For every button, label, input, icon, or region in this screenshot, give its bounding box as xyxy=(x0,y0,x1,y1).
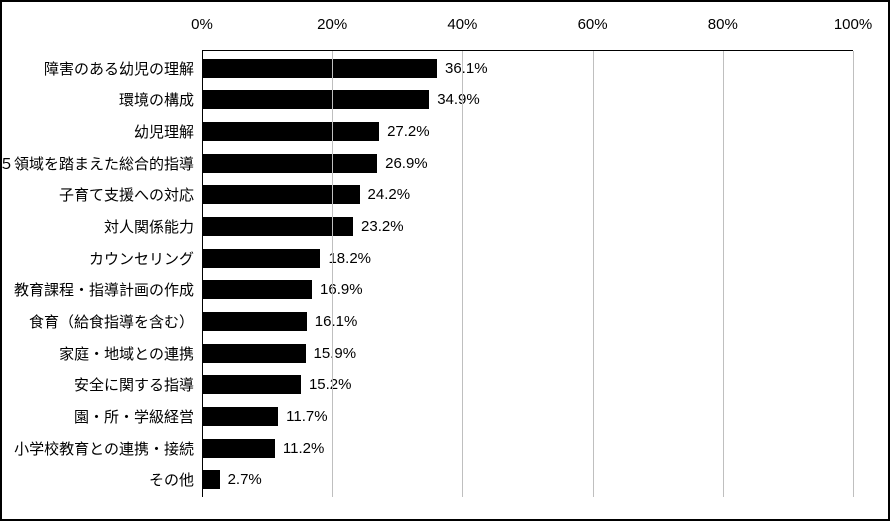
bar xyxy=(202,344,306,363)
bar-row: カウンセリング18.2% xyxy=(202,247,853,269)
x-axis-tick-label: 100% xyxy=(834,16,872,33)
category-label: 小学校教育との連携・接続 xyxy=(14,438,194,459)
bar xyxy=(202,122,379,141)
bar-row: 幼児理解27.2% xyxy=(202,120,853,142)
bar-row: 安全に関する指導15.2% xyxy=(202,374,853,396)
value-label: 34.9% xyxy=(437,91,480,108)
bar xyxy=(202,407,278,426)
category-label: 幼児理解 xyxy=(134,121,194,142)
bar-row: 家庭・地域との連携15.9% xyxy=(202,342,853,364)
category-label: ５領域を踏まえた総合的指導 xyxy=(0,153,194,174)
bar-row: 環境の構成34.9% xyxy=(202,89,853,111)
value-label: 16.9% xyxy=(320,281,363,298)
value-label: 15.2% xyxy=(309,376,352,393)
bar xyxy=(202,59,437,78)
gridline xyxy=(202,51,203,497)
gridline xyxy=(853,51,854,497)
plot-area: 障害のある幼児の理解36.1% 環境の構成34.9% 幼児理解27.2% ５領域を踏ま… xyxy=(202,50,853,497)
x-axis-tick-label: 20% xyxy=(317,16,347,33)
bar-row: 対人関係能力23.2% xyxy=(202,215,853,237)
value-label: 24.2% xyxy=(368,186,411,203)
value-label: 23.2% xyxy=(361,218,404,235)
bar xyxy=(202,217,353,236)
value-label: 11.7% xyxy=(286,408,327,425)
value-label: 26.9% xyxy=(385,155,428,172)
bar-row: 教育課程・指導計画の作成16.9% xyxy=(202,279,853,301)
category-label: 対人関係能力 xyxy=(104,216,194,237)
value-label: 2.7% xyxy=(228,471,262,488)
bar-row: 障害のある幼児の理解36.1% xyxy=(202,57,853,79)
bar-row: ５領域を踏まえた総合的指導26.9% xyxy=(202,152,853,174)
x-axis-tick-label: 40% xyxy=(447,16,477,33)
gridline xyxy=(593,51,594,497)
x-axis: 0%20%40%60%80%100% xyxy=(202,16,853,50)
category-label: 障害のある幼児の理解 xyxy=(44,58,194,79)
x-axis-tick-label: 0% xyxy=(191,16,213,33)
bar-row: 子育て支援への対応24.2% xyxy=(202,184,853,206)
value-label: 16.1% xyxy=(315,313,358,330)
category-label: カウンセリング xyxy=(89,248,194,269)
gridline xyxy=(462,51,463,497)
category-label: 安全に関する指導 xyxy=(74,374,194,395)
bar xyxy=(202,375,301,394)
value-label: 15.9% xyxy=(314,345,357,362)
bar xyxy=(202,312,307,331)
bar xyxy=(202,185,360,204)
bar xyxy=(202,280,312,299)
value-label: 36.1% xyxy=(445,60,488,77)
gridline xyxy=(723,51,724,497)
bar xyxy=(202,249,320,268)
bar-row: 園・所・学級経営11.7% xyxy=(202,406,853,428)
value-label: 18.2% xyxy=(328,250,371,267)
bar xyxy=(202,470,220,489)
category-label: 子育て支援への対応 xyxy=(59,184,194,205)
bar xyxy=(202,90,429,109)
category-label: 園・所・学級経営 xyxy=(74,406,194,427)
category-label: その他 xyxy=(149,469,194,490)
value-label: 27.2% xyxy=(387,123,430,140)
value-label: 11.2% xyxy=(283,440,324,457)
x-axis-tick-label: 80% xyxy=(708,16,738,33)
category-label: 家庭・地域との連携 xyxy=(59,343,194,364)
bar-row: 食育（給食指導を含む）16.1% xyxy=(202,311,853,333)
bar-row: その他2.7% xyxy=(202,469,853,491)
x-axis-tick-label: 60% xyxy=(578,16,608,33)
bars-container: 障害のある幼児の理解36.1% 環境の構成34.9% 幼児理解27.2% ５領域を踏ま… xyxy=(202,57,853,491)
category-label: 食育（給食指導を含む） xyxy=(29,311,194,332)
bar xyxy=(202,154,377,173)
bar xyxy=(202,439,275,458)
category-label: 教育課程・指導計画の作成 xyxy=(14,279,194,300)
gridline xyxy=(332,51,333,497)
category-label: 環境の構成 xyxy=(119,89,194,110)
bar-row: 小学校教育との連携・接続11.2% xyxy=(202,437,853,459)
chart-frame: 0%20%40%60%80%100% 障害のある幼児の理解36.1%環境の構成3… xyxy=(0,0,890,521)
